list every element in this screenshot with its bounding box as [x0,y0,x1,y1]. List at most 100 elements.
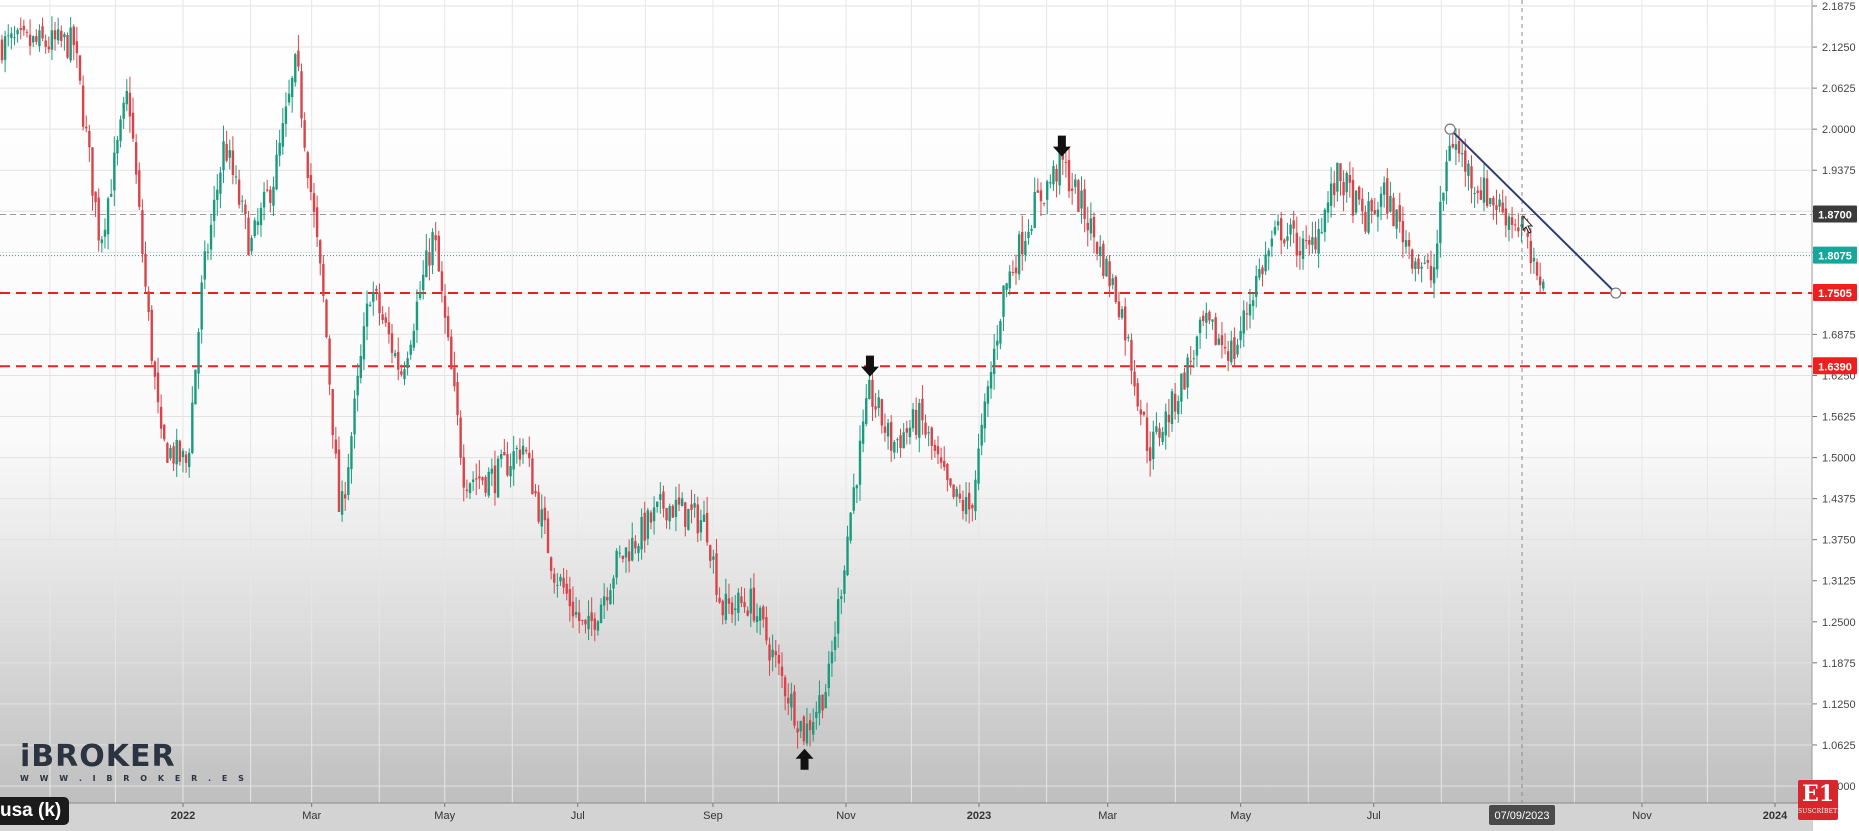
candle-body [652,507,656,522]
candle-body [47,46,50,50]
candle-body [743,602,746,608]
candle-body [1504,208,1508,226]
candle-body [56,29,60,41]
candle-body [1514,224,1517,226]
candle-body [977,448,980,484]
candle-body [1114,276,1118,303]
candle-body [556,584,559,586]
candle-body [1479,190,1483,200]
candle-body [1142,411,1146,415]
candle-body [1270,238,1274,247]
candle-body [319,240,322,264]
candle-body [1373,210,1376,214]
candle-body [1080,190,1083,209]
candle-body [902,432,905,449]
candle-body [1411,249,1414,269]
candle-body [13,37,16,39]
candle-body [1033,191,1036,228]
candle-body [1526,232,1529,237]
candle-body [306,152,309,179]
candle-body [28,34,32,47]
candle-body [212,199,216,222]
candle-body [615,550,618,578]
candle-body [368,304,372,307]
x-tick-label: 2024 [1763,810,1788,822]
candle-body [97,197,100,241]
candle-body [91,147,94,196]
candle-body [1258,269,1261,278]
candle-body [1133,371,1136,387]
candle-body [709,545,712,561]
candle-body [1130,339,1133,371]
y-tick-label: 1.5625 [1822,412,1856,424]
y-tick-label: 1.1875 [1822,658,1856,670]
candle-body [612,578,615,589]
y-tick-label: 1.6875 [1822,329,1856,341]
candle-body [621,555,625,560]
candle-body [60,30,63,41]
candle-body [780,666,784,677]
candle-body [1105,258,1108,277]
candle-body [1155,426,1158,433]
candle-body [506,454,509,476]
candle-body [646,510,650,539]
candle-body [624,547,628,558]
candle-body [649,512,653,523]
candle-body [1046,181,1049,200]
candle-body [262,191,266,208]
candle-body [752,587,756,621]
candle-body [721,600,724,616]
candle-body [278,142,281,156]
y-axis: 2.18752.12502.06252.00001.93751.87501.81… [1811,0,1859,831]
candle-body [765,617,768,641]
candle-body [1058,149,1061,186]
candle-body [1326,202,1330,213]
candle-body [587,615,590,630]
candle-body [727,598,731,604]
arrow-shape [860,355,879,377]
candle-body [1183,372,1186,390]
candle-body [1376,209,1380,217]
candle-body [328,338,331,385]
price-marker-label: 1.6390 [1818,361,1852,373]
candle-body [574,611,578,615]
candle-body [237,179,241,205]
candle-body [787,697,790,704]
x-tick-label: Nov [836,810,856,822]
candle-body [1083,189,1086,219]
candle-body [172,446,175,464]
x-tick-label: 2023 [967,810,991,822]
candle-body [1298,251,1302,256]
candle-body [471,479,475,482]
candle-body [1454,144,1458,150]
candle-body [818,695,821,714]
candle-body [428,252,431,266]
candle-body [930,427,933,446]
candle-body [1395,209,1398,229]
candle-body [1220,335,1224,346]
candle-body [964,497,968,515]
candle-body [178,440,182,462]
subscribe-badge[interactable]: E1 SUSCRÍBETE [1798,780,1842,820]
candle-body [1382,182,1386,195]
candle-body [1052,165,1055,185]
symbol-label: usa (k) [0,797,70,825]
candle-body [911,409,915,429]
candle-body [749,588,752,614]
candle-body [755,616,759,623]
candle-body [94,191,97,203]
y-tick-label: 1.3750 [1822,535,1856,547]
candle-body [1314,237,1317,250]
candle-body [599,604,603,624]
candle-body [22,25,26,31]
candle-body [768,644,771,661]
candle-body [1120,309,1124,318]
candle-body [874,406,877,410]
candle-body [665,508,668,521]
candle-body [540,509,543,527]
candle-body [197,332,200,374]
candle-body [1423,262,1426,264]
arrow-up-icon [795,748,814,770]
